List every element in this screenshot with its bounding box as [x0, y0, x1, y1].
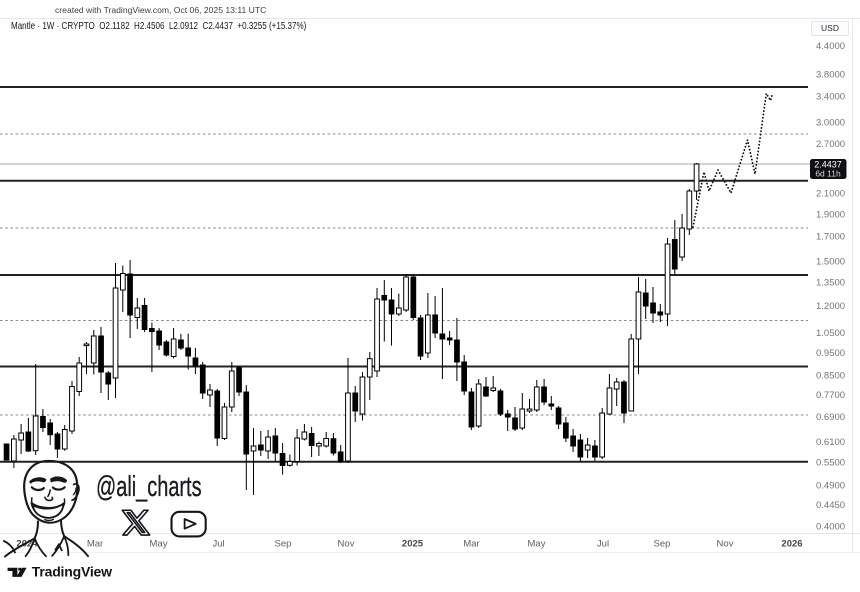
svg-text:Mar: Mar — [463, 539, 479, 550]
svg-text:Nov: Nov — [338, 539, 355, 550]
svg-text:May: May — [528, 539, 546, 550]
svg-text:1.5000: 1.5000 — [816, 257, 845, 268]
svg-text:1.2000: 1.2000 — [816, 301, 845, 312]
svg-text:Jul: Jul — [597, 539, 609, 550]
svg-text:1.9000: 1.9000 — [816, 210, 845, 221]
svg-text:1.3500: 1.3500 — [816, 278, 845, 289]
svg-text:0.5500: 0.5500 — [816, 458, 845, 469]
svg-text:0.6900: 0.6900 — [816, 412, 845, 423]
svg-text:6d 11h: 6d 11h — [815, 169, 841, 179]
svg-text:May: May — [150, 539, 168, 550]
svg-text:3.8000: 3.8000 — [816, 70, 845, 81]
svg-text:0.4000: 0.4000 — [816, 521, 845, 532]
svg-text:0.9500: 0.9500 — [816, 348, 845, 359]
svg-text:0.6100: 0.6100 — [816, 437, 845, 448]
svg-text:4.4000: 4.4000 — [816, 41, 845, 52]
svg-text:Sep: Sep — [654, 539, 671, 550]
svg-text:0.8500: 0.8500 — [816, 370, 845, 381]
svg-text:@ali_charts: @ali_charts — [96, 472, 202, 503]
svg-text:2.7000: 2.7000 — [816, 139, 845, 150]
svg-text:Mar: Mar — [87, 539, 103, 550]
svg-text:3.4000: 3.4000 — [816, 92, 845, 103]
svg-text:1.7000: 1.7000 — [816, 232, 845, 243]
svg-text:TradingView: TradingView — [32, 563, 112, 579]
svg-text:Sep: Sep — [275, 539, 292, 550]
svg-text:3.0000: 3.0000 — [816, 118, 845, 129]
svg-text:2024: 2024 — [16, 539, 38, 550]
svg-text:1.0500: 1.0500 — [816, 328, 845, 339]
svg-text:0.7700: 0.7700 — [816, 390, 845, 401]
svg-text:2.4437: 2.4437 — [814, 160, 842, 170]
svg-text:2025: 2025 — [402, 539, 424, 550]
svg-text:Nov: Nov — [717, 539, 734, 550]
svg-text:0.4450: 0.4450 — [816, 500, 845, 511]
svg-text:0.4900: 0.4900 — [816, 481, 845, 492]
svg-text:2026: 2026 — [781, 539, 802, 550]
svg-text:Jul: Jul — [213, 539, 225, 550]
svg-text:2.1000: 2.1000 — [816, 189, 845, 200]
